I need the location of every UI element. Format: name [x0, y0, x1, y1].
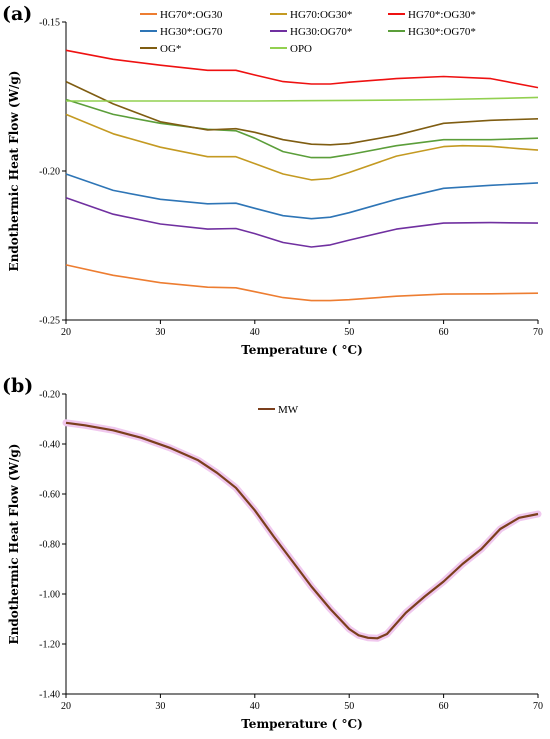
- y-tick-label: -0.60: [39, 490, 60, 501]
- y-tick-label: -1.40: [39, 690, 60, 701]
- series-halo-mw: [62, 419, 542, 642]
- legend-item: HG30*:OG70: [140, 26, 223, 38]
- y-tick-label: -0.25: [39, 316, 60, 327]
- x-tick-label: 60: [439, 701, 449, 712]
- legend-label: HG30*:OG70*: [408, 26, 476, 38]
- y-tick-label: -1.00: [39, 590, 60, 601]
- y-axis-title: Endothermic Heat Flow (W/g): [7, 444, 21, 645]
- legend-item: HG30*:OG70*: [388, 26, 476, 38]
- legend-item: OG*: [140, 43, 181, 55]
- x-tick-label: 30: [155, 327, 165, 338]
- series-line-hg70-og30-: [65, 49, 539, 89]
- series-line-hg30-og70-: [65, 98, 539, 159]
- x-tick-label: 40: [250, 701, 260, 712]
- chart-panel-a: (a) 20 30 40 50 60 70 -0.15 -0.20 -0.25 Temperatur…: [2, 3, 543, 357]
- chart-panel-b: (b) 20 30 40 50 60 70 -0.20 -0.40 -0.60 -0.80 -1.00…: [2, 375, 543, 731]
- legend-item: HG70:OG30*: [270, 9, 352, 21]
- x-tick-label: 60: [439, 327, 449, 338]
- series-line-hg30-og70-: [65, 197, 539, 248]
- x-tick-label: 30: [155, 701, 165, 712]
- legend-label: HG30*:OG70: [160, 26, 223, 38]
- series-line-mw: [65, 421, 539, 640]
- x-tick-label: 50: [344, 701, 354, 712]
- y-tick-label: -0.15: [39, 18, 60, 29]
- legend-label: OPO: [290, 43, 312, 55]
- legend-label: HG30:OG70*: [290, 26, 352, 38]
- x-tick-label: 70: [533, 327, 543, 338]
- panel-label: (a): [2, 3, 32, 25]
- legend-item: OPO: [270, 43, 312, 55]
- legend-item: HG70*:OG30: [140, 9, 223, 21]
- series-line-hg30-og70: [65, 173, 539, 220]
- x-axis-title: Temperature ( °C): [241, 343, 363, 357]
- x-tick-label: 40: [250, 327, 260, 338]
- legend-label: OG*: [160, 43, 181, 55]
- y-tick-label: -0.20: [39, 167, 60, 178]
- legend-item: HG70*:OG30*: [388, 9, 476, 21]
- legend-label: HG70:OG30*: [290, 9, 352, 21]
- series-line-opo: [66, 96, 539, 102]
- y-tick-label: -0.40: [39, 440, 60, 451]
- y-tick-label: -0.80: [39, 540, 60, 551]
- x-tick-label: 20: [61, 327, 71, 338]
- y-tick-label: -0.20: [39, 390, 60, 401]
- y-tick-label: -1.20: [39, 640, 60, 651]
- x-tick-label: 70: [533, 701, 543, 712]
- series-line-hg70-og30: [65, 264, 539, 302]
- legend-item: MW: [258, 404, 299, 416]
- x-tick-label: 50: [344, 327, 354, 338]
- series-line-og-: [65, 80, 539, 146]
- legend-label: HG70*:OG30*: [408, 9, 476, 21]
- legend-item: HG30:OG70*: [270, 26, 352, 38]
- x-axis-title: Temperature ( °C): [241, 717, 363, 731]
- series-line-hg70-og30-: [65, 113, 539, 181]
- legend-label: HG70*:OG30: [160, 9, 223, 21]
- x-tick-label: 20: [61, 701, 71, 712]
- legend-label: MW: [278, 404, 299, 416]
- y-axis-title: Endothermic Heat Flow (W/g): [7, 71, 21, 272]
- panel-label: (b): [2, 375, 33, 397]
